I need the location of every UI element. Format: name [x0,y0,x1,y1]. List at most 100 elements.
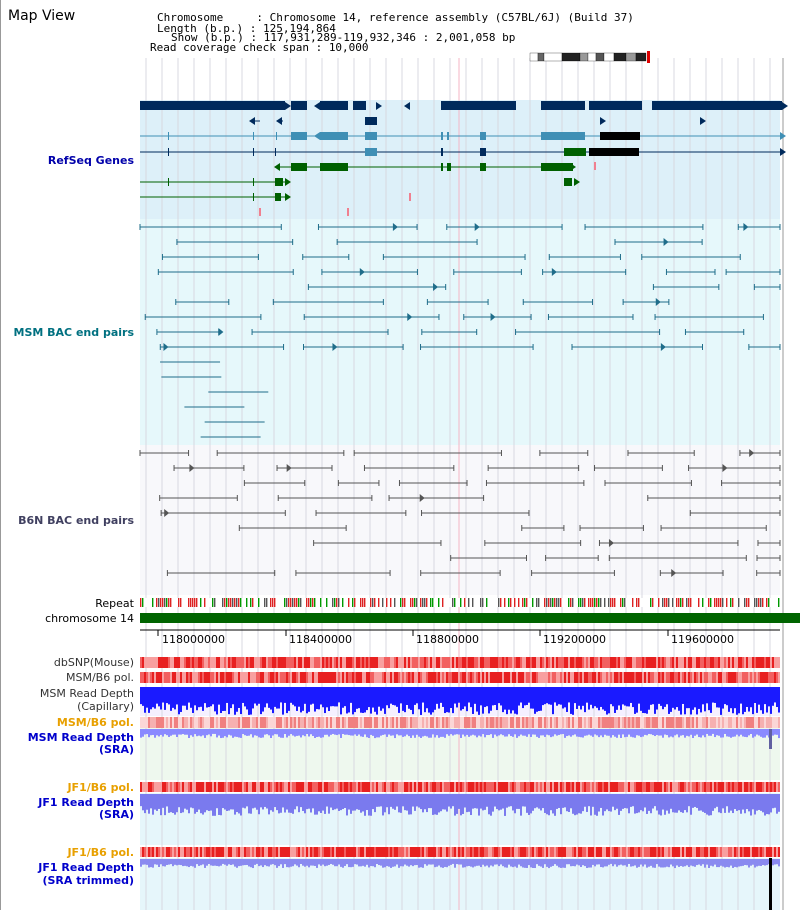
tick-label: 119600000 [671,633,734,646]
pol-heat [724,717,726,728]
read-depth-bar [198,859,200,866]
pol-heat [480,782,482,792]
pol-heat [520,672,522,683]
pol-heat [436,847,438,857]
pol-heat [270,717,272,728]
pol-heat [492,717,494,728]
read-depth-bar [520,729,522,735]
read-depth-bar [414,687,416,705]
read-depth-bar [500,729,502,735]
pol-heat [760,717,762,728]
read-depth-bar [762,859,764,866]
pol-heat [598,847,600,857]
read-depth-bar [720,687,722,715]
read-depth-bar [554,687,556,703]
pol-heat [298,717,300,728]
read-depth-bar [250,729,252,735]
pol-heat [296,782,298,792]
pol-heat [314,847,316,857]
pol-heat [276,657,278,668]
pol-heat [202,847,204,857]
read-depth-bar [480,794,482,809]
read-depth-bar [344,794,346,808]
pol-heat [528,657,530,668]
pol-heat [140,717,142,728]
label-msm-bac[interactable]: MSM BAC end pairs [13,326,134,339]
read-depth-bar [600,794,602,808]
read-depth-bar [664,859,666,868]
pol-heat [200,672,202,683]
read-depth-bar [434,729,436,738]
read-depth-bar [404,729,406,737]
pol-heat [316,717,318,728]
read-depth-bar [198,687,200,708]
pol-heat [334,657,336,668]
read-depth-bar [762,729,764,738]
read-depth-bar [272,687,274,714]
pol-heat [610,672,612,683]
repeat-mark [730,598,732,607]
pol-heat [450,782,452,792]
pol-heat [648,782,650,792]
pol-heat [500,672,502,683]
read-depth-bar [264,729,266,735]
pol-heat [162,672,164,683]
read-depth-bar [534,859,536,869]
pol-heat [552,657,554,668]
read-depth-bar [426,687,428,709]
read-depth-bar [266,794,268,809]
pol-heat [302,717,304,728]
pol-heat [300,717,302,728]
pol-heat [360,717,362,728]
read-depth-bar [532,729,534,735]
pol-heat [254,672,256,683]
read-depth-bar [750,729,752,734]
read-depth-bar [198,794,200,810]
read-depth-bar [568,794,570,813]
read-depth-bar [690,687,692,715]
label-refseq-genes[interactable]: RefSeq Genes [47,154,134,167]
gene-exon [480,163,486,171]
read-depth-bar [748,687,750,712]
read-depth-bar [732,794,734,814]
pol-heat [164,782,166,792]
read-depth-bar [150,687,152,710]
pol-heat [748,657,750,668]
read-depth-bar [590,729,592,736]
read-depth-bar [414,859,416,866]
read-depth-bar [566,729,568,737]
read-depth-bar [662,687,664,710]
read-depth-bar [722,859,724,867]
pol-heat [346,657,348,668]
pol-heat [778,847,780,857]
pol-heat [766,657,768,668]
read-depth-bar [528,687,530,703]
pol-heat [364,782,366,792]
pol-heat [220,782,222,792]
pol-heat [594,847,596,857]
read-depth-bar [406,687,408,705]
read-depth-bar [694,794,696,807]
pol-heat [298,672,300,683]
pol-heat [604,717,606,728]
read-depth-bar [402,859,404,867]
read-depth-bar [478,859,480,866]
read-depth-bar [338,729,340,735]
pol-heat [548,847,550,857]
gene-exon [168,178,169,186]
read-depth-bar [278,687,280,709]
repeat-mark [170,598,172,607]
pol-heat [380,657,382,668]
repeat-mark [518,598,520,607]
gene-arrow [404,102,410,110]
pol-heat [324,657,326,668]
read-depth-bar [262,687,264,712]
ideogram-band [561,52,581,62]
label-b6n-bac[interactable]: B6N BAC end pairs [18,514,134,527]
read-depth-bar [204,687,206,704]
pol-heat [252,847,254,857]
read-depth-bar [170,687,172,711]
pol-heat [718,657,720,668]
pol-heat [686,782,688,792]
